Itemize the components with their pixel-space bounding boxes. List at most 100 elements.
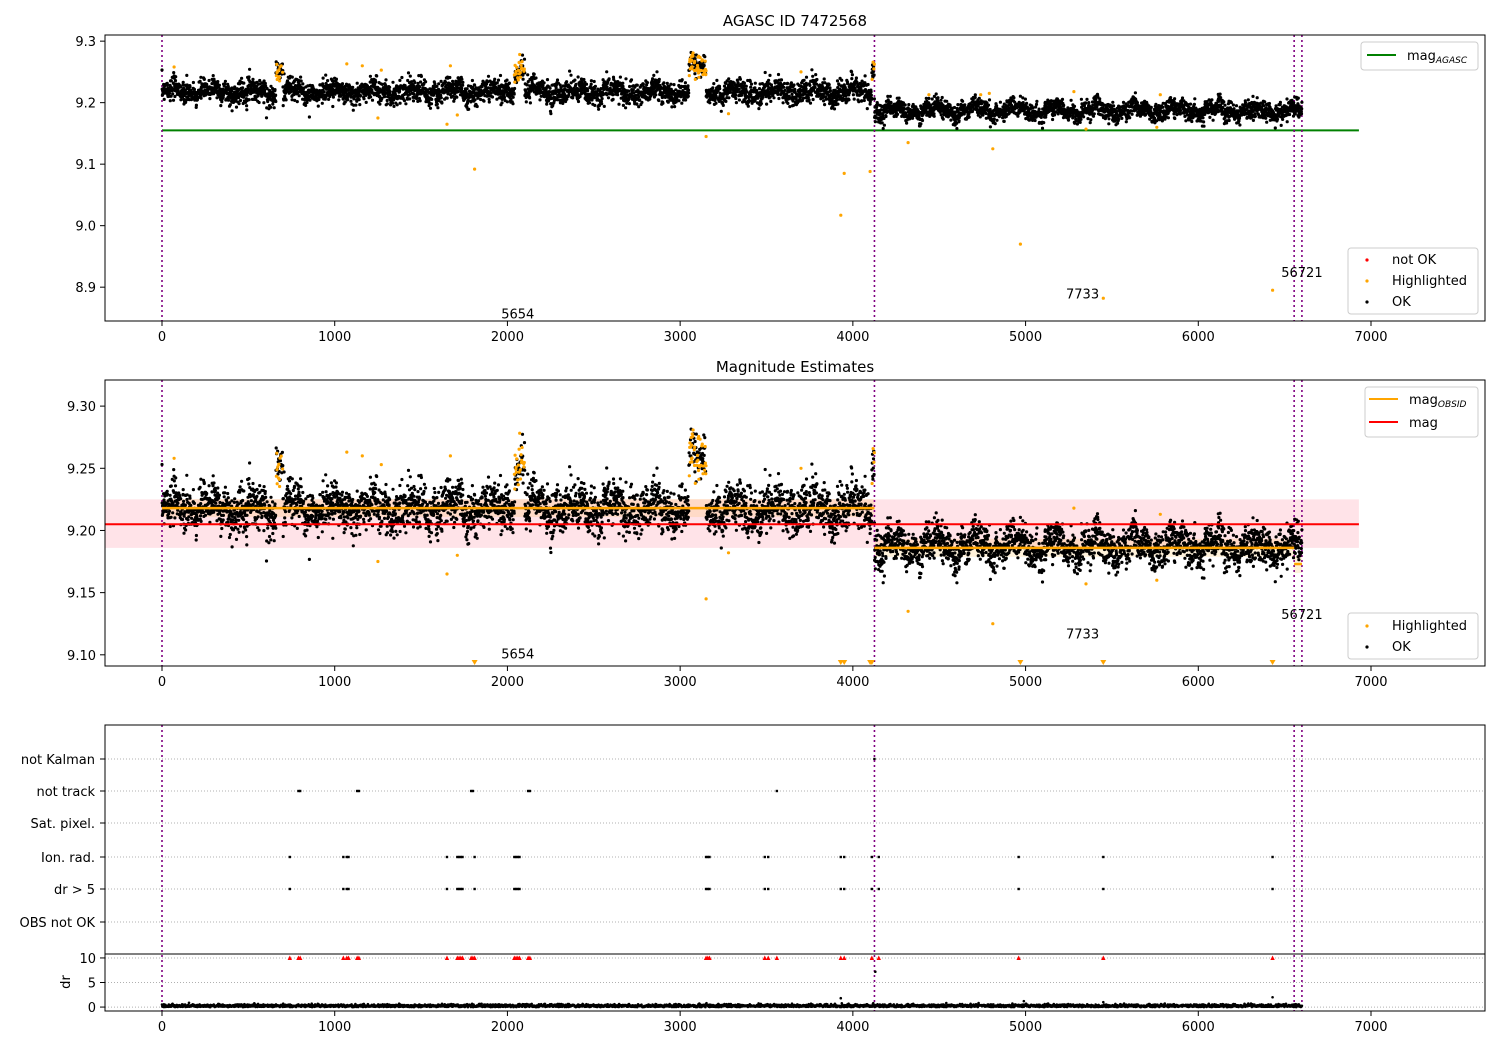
ok-point bbox=[263, 88, 267, 92]
ok-point bbox=[753, 81, 757, 85]
ok-point bbox=[703, 55, 707, 59]
ok-point bbox=[810, 68, 814, 72]
ok-point bbox=[395, 103, 399, 107]
ok-point bbox=[737, 98, 742, 102]
ok-point bbox=[418, 85, 422, 89]
ok-point bbox=[346, 97, 350, 102]
ok-point bbox=[317, 97, 321, 102]
ok-point bbox=[1166, 116, 1170, 120]
ok-point bbox=[734, 101, 739, 105]
ok-point bbox=[281, 104, 285, 108]
ok-point bbox=[589, 79, 594, 83]
ok-point bbox=[269, 84, 273, 88]
ok-point bbox=[165, 83, 169, 87]
ok-point bbox=[759, 102, 764, 106]
ok-point bbox=[532, 72, 536, 76]
ok-point bbox=[1130, 112, 1134, 116]
ok-point bbox=[862, 98, 866, 103]
ok-point bbox=[321, 76, 325, 80]
ok-point bbox=[192, 87, 196, 91]
ok-point bbox=[1079, 117, 1083, 121]
ok-point bbox=[872, 97, 877, 101]
ok-point bbox=[174, 75, 178, 79]
ok-point bbox=[693, 72, 697, 76]
ok-point bbox=[927, 96, 931, 100]
ok-point bbox=[617, 102, 621, 106]
ok-point bbox=[851, 93, 856, 97]
ok-point bbox=[238, 98, 243, 103]
ok-point bbox=[274, 93, 278, 97]
ok-point bbox=[205, 82, 209, 86]
ok-point bbox=[467, 107, 471, 111]
ok-point bbox=[902, 107, 906, 111]
ok-point bbox=[370, 98, 375, 102]
ok-point bbox=[211, 74, 215, 78]
ok-point bbox=[870, 97, 874, 101]
ok-point bbox=[847, 98, 851, 102]
ok-point bbox=[586, 89, 590, 93]
ok-point bbox=[1062, 103, 1066, 107]
ok-point bbox=[511, 102, 515, 106]
agasc-panel: AGASC ID 7472568 0 1000 2000 3000 4000 5000 60… bbox=[75, 12, 1486, 345]
ok-point bbox=[1124, 120, 1128, 124]
ok-point bbox=[977, 96, 981, 100]
ok-point bbox=[1045, 105, 1049, 109]
ok-point bbox=[768, 73, 772, 77]
ok-point bbox=[1107, 117, 1111, 121]
ok-point bbox=[635, 83, 639, 87]
ok-point bbox=[233, 85, 237, 89]
ok-point bbox=[392, 104, 396, 108]
ok-point bbox=[493, 77, 497, 81]
ok-point bbox=[1098, 97, 1102, 101]
ok-point bbox=[318, 83, 322, 87]
ok-point bbox=[616, 93, 620, 97]
ok-point bbox=[404, 102, 408, 106]
ok-point bbox=[210, 82, 214, 86]
ok-point bbox=[907, 103, 911, 107]
ok-point bbox=[592, 79, 596, 84]
ok-point bbox=[565, 97, 569, 101]
ok-point bbox=[171, 98, 176, 102]
ok-point bbox=[640, 100, 644, 104]
ok-point bbox=[753, 86, 757, 90]
ok-point bbox=[738, 77, 743, 81]
ok-point bbox=[521, 77, 525, 81]
ok-point bbox=[272, 106, 276, 110]
ok-point bbox=[465, 87, 469, 91]
ok-point bbox=[1082, 115, 1086, 119]
ok-point bbox=[433, 82, 437, 86]
ok-point bbox=[461, 80, 465, 84]
ok-point bbox=[808, 101, 813, 105]
ok-point bbox=[993, 122, 997, 126]
ok-point bbox=[827, 83, 831, 87]
ok-point bbox=[271, 102, 275, 106]
ok-point bbox=[988, 125, 993, 129]
ok-point bbox=[520, 53, 525, 57]
ok-point bbox=[221, 95, 225, 100]
agasc-panel-title: AGASC ID 7472568 bbox=[723, 12, 867, 30]
ok-point bbox=[384, 78, 388, 82]
ok-point bbox=[888, 94, 892, 98]
ok-point bbox=[786, 101, 790, 105]
ok-point bbox=[881, 126, 885, 131]
ok-point bbox=[765, 102, 769, 106]
ok-point bbox=[782, 81, 787, 86]
ok-point bbox=[573, 78, 577, 82]
ok-point bbox=[719, 109, 723, 113]
ok-point bbox=[391, 101, 395, 105]
ok-point bbox=[597, 107, 601, 111]
ok-point bbox=[1051, 117, 1055, 122]
ok-point bbox=[992, 117, 996, 121]
ok-point bbox=[986, 103, 991, 107]
ok-point bbox=[435, 84, 439, 88]
ok-point bbox=[316, 104, 320, 108]
ok-point bbox=[368, 80, 372, 84]
ok-point bbox=[854, 76, 859, 80]
ok-point bbox=[522, 57, 527, 61]
ok-point bbox=[382, 95, 387, 99]
ok-point bbox=[790, 92, 794, 96]
ok-point bbox=[307, 115, 311, 119]
ok-point bbox=[677, 99, 681, 103]
ok-point bbox=[967, 115, 971, 119]
ok-point bbox=[245, 104, 249, 108]
